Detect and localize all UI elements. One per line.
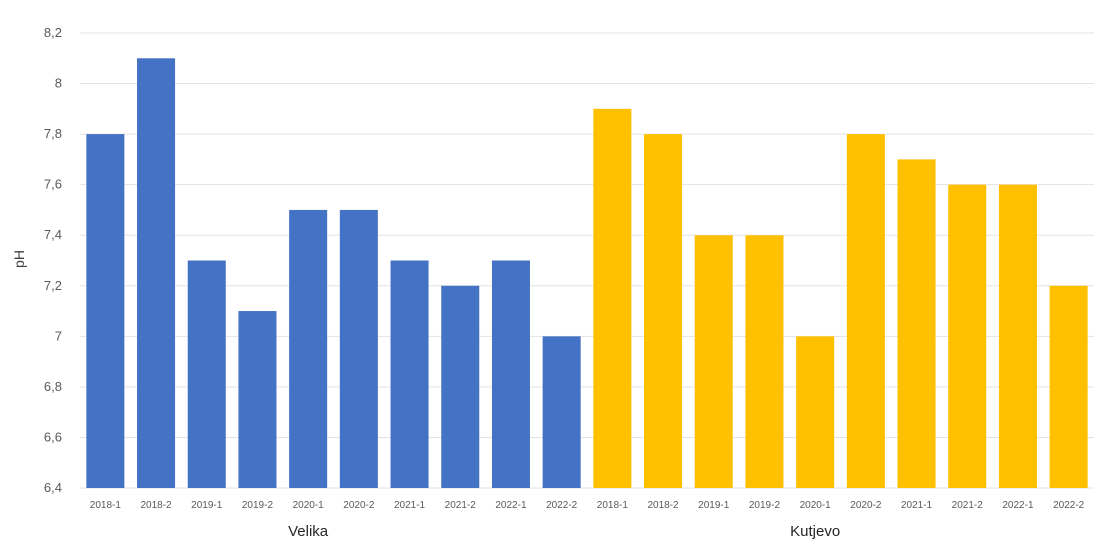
x-tick-label: 2019-1: [191, 500, 223, 511]
x-tick-label: 2020-2: [850, 500, 882, 511]
x-tick-label: 2019-1: [698, 500, 730, 511]
bar: [694, 235, 733, 488]
group-label: Velika: [288, 523, 329, 540]
group-labels: Velika Kutjevo: [288, 523, 840, 540]
x-tick-label: 2022-1: [1002, 500, 1034, 511]
x-tick-label: 2019-2: [749, 500, 781, 511]
bar: [948, 184, 987, 488]
x-axis-ticks: 2018-1 2018-2 2019-1 2019-2 2020-1 2020-2 2021…: [90, 500, 1085, 511]
x-tick-label: 2019-2: [242, 500, 274, 511]
y-tick-label: 7,2: [44, 278, 62, 293]
x-tick-label: 2020-1: [800, 500, 832, 511]
bar: [644, 134, 683, 488]
y-tick-label: 7: [55, 328, 62, 343]
bar: [796, 336, 835, 488]
bar: [86, 134, 125, 488]
bar: [339, 209, 378, 488]
bar: [238, 311, 277, 488]
bar: [846, 134, 885, 488]
bar: [998, 184, 1037, 488]
x-tick-label: 2018-2: [140, 500, 172, 511]
y-tick-label: 8,2: [44, 25, 62, 40]
y-tick-label: 6,4: [44, 480, 62, 495]
bar: [491, 260, 530, 488]
bar: [1049, 285, 1088, 488]
bar: [745, 235, 784, 488]
x-tick-label: 2021-2: [952, 500, 984, 511]
bar: [289, 209, 328, 488]
gridlines: [80, 32, 1094, 489]
bar: [137, 58, 176, 489]
y-tick-label: 8: [55, 76, 62, 91]
y-tick-label: 7,6: [44, 177, 62, 192]
x-tick-label: 2022-2: [1053, 500, 1085, 511]
bars: [86, 58, 1088, 489]
x-tick-label: 2020-1: [293, 500, 325, 511]
y-tick-label: 6,8: [44, 379, 62, 394]
x-tick-label: 2018-2: [647, 500, 679, 511]
x-tick-label: 2021-1: [901, 500, 933, 511]
x-tick-label: 2021-2: [445, 500, 477, 511]
y-tick-label: 6,6: [44, 429, 62, 444]
bar: [593, 108, 632, 488]
y-tick-label: 7,4: [44, 227, 62, 242]
x-tick-label: 2021-1: [394, 500, 426, 511]
y-axis-ticks: 6,4 6,6 6,8 7 7,2 7,4 7,6 7,8 8 8,2: [44, 25, 62, 495]
bar: [187, 260, 226, 488]
x-tick-label: 2018-1: [597, 500, 629, 511]
y-axis-label: pH: [11, 250, 27, 268]
x-tick-label: 2022-2: [546, 500, 578, 511]
x-tick-label: 2022-1: [495, 500, 527, 511]
y-tick-label: 7,8: [44, 126, 62, 141]
x-tick-label: 2020-2: [343, 500, 375, 511]
bar: [390, 260, 429, 488]
group-label: Kutjevo: [790, 523, 840, 540]
bar: [441, 285, 480, 488]
bar: [897, 159, 936, 488]
bar: [542, 336, 581, 488]
x-tick-label: 2018-1: [90, 500, 122, 511]
